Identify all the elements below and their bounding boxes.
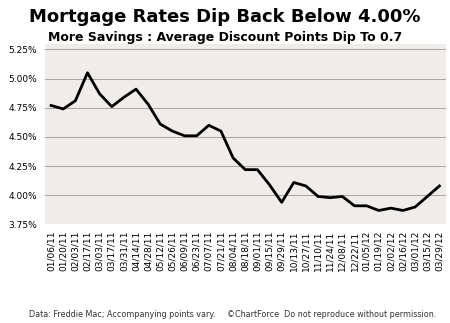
Text: More Savings : Average Discount Points Dip To 0.7: More Savings : Average Discount Points D… xyxy=(48,31,402,44)
Text: ©ChartForce  Do not reproduce without permission.: ©ChartForce Do not reproduce without per… xyxy=(227,310,436,319)
Text: Data: Freddie Mac; Accompanying points vary.: Data: Freddie Mac; Accompanying points v… xyxy=(29,310,216,319)
Text: Mortgage Rates Dip Back Below 4.00%: Mortgage Rates Dip Back Below 4.00% xyxy=(29,8,421,26)
